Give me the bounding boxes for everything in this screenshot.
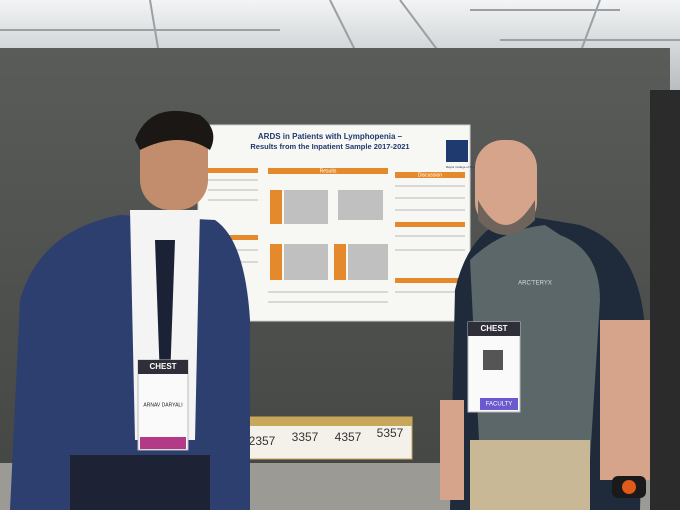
badge-name: ARNAV DARYALI xyxy=(143,402,182,408)
stand xyxy=(650,90,680,510)
poster-title: ARDS in Patients with Lymphopenia – xyxy=(258,132,403,141)
board-number: 4357 xyxy=(335,430,362,444)
section-heading: Discussion xyxy=(418,172,442,178)
badge: CHEST ARNAV DARYALI xyxy=(137,359,189,451)
board-number: 2357 xyxy=(249,434,276,448)
poster: ARDS in Patients with Lymphopenia – Resu… xyxy=(197,124,482,322)
badge-ribbon: FACULTY xyxy=(486,402,513,408)
institution: Baylor College of Medicine xyxy=(446,165,482,169)
poster-title: Results from the Inpatient Sample 2017-2… xyxy=(250,142,409,151)
board-number: 5357 xyxy=(377,426,404,440)
jacket-logo: ARC'TERYX xyxy=(518,281,552,287)
section-heading: Results xyxy=(320,168,337,174)
trusses xyxy=(0,0,680,81)
badge-org: CHEST xyxy=(480,324,507,333)
person-right: ARC'TERYX xyxy=(440,140,650,510)
badge-org: CHEST xyxy=(149,362,176,371)
badge: CHEST FACULTY xyxy=(467,321,521,413)
board-number-strip: 2357 3357 4357 5357 xyxy=(239,416,413,460)
board-number: 3357 xyxy=(292,430,319,444)
